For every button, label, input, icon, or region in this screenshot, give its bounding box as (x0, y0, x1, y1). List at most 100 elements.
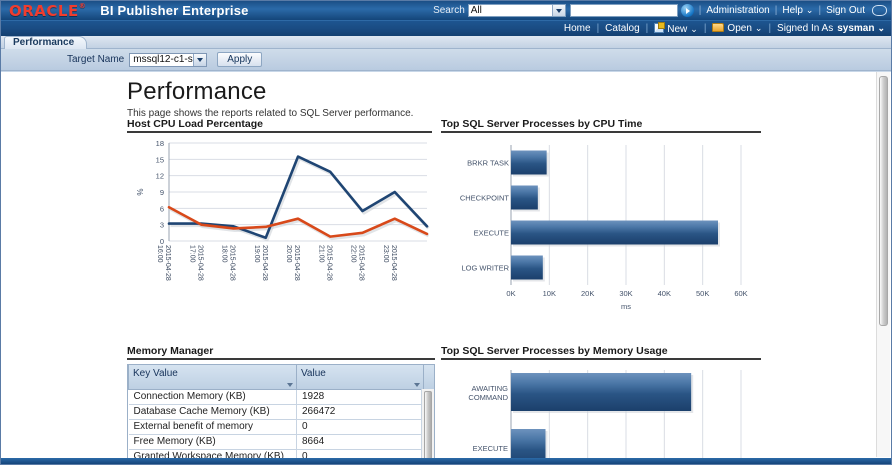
search-input[interactable] (569, 4, 678, 17)
new-document-icon (654, 21, 666, 33)
table-row[interactable]: Granted Workspace Memory (KB) 0 (128, 448, 434, 458)
bar-chart-cpu-svg: 0K 10K 20K 30K 40K 50K 60K BRKR TASK CHECKPOINT E… (460, 145, 748, 311)
feedback-icon[interactable] (872, 5, 887, 16)
cell-value: 8664 (296, 433, 424, 450)
svg-text:30K: 30K (619, 289, 632, 298)
top-tab-row: Performance (1, 36, 891, 49)
help-menu[interactable]: Help ⌄ (782, 5, 814, 16)
cell-key-value: Free Memory (KB) (128, 433, 297, 450)
svg-text:0K: 0K (506, 289, 515, 298)
cell-key-value: Connection Memory (KB) (128, 388, 297, 405)
open-menu[interactable]: Open ⌄ (712, 23, 762, 34)
tab-performance-top[interactable]: Performance (4, 36, 88, 49)
folder-icon (712, 23, 725, 32)
svg-text:16:00: 16:00 (156, 245, 163, 263)
oracle-logo: ORACLE® (9, 1, 87, 20)
svg-text:2015-04-28: 2015-04-28 (293, 245, 300, 281)
page-scrollbar[interactable] (876, 72, 890, 457)
catalog-link[interactable]: Catalog (605, 23, 640, 34)
window-status-bar (1, 458, 891, 464)
svg-text:19:00: 19:00 (253, 245, 260, 263)
svg-text:2015-04-28: 2015-04-28 (390, 245, 397, 281)
svg-text:10K: 10K (543, 289, 556, 298)
chart-host-cpu-load: 0 3 6 9 12 15 18% 2015-04-28 16:00 2015-04-28 17:0… (127, 133, 432, 293)
search-scope-select[interactable]: All (467, 4, 566, 17)
table-row[interactable]: External benefit of memory 0 (128, 418, 434, 435)
page-scrollbar-thumb[interactable] (879, 76, 888, 326)
panel-memory-manager: Memory Manager Key Value Value Connectio… (127, 345, 435, 458)
svg-text:BRKR TASK: BRKR TASK (467, 159, 509, 168)
page-title: Performance (127, 78, 267, 105)
signed-in-as-label: Signed In As (777, 23, 834, 34)
administration-link[interactable]: Administration (706, 5, 770, 16)
header-right-group: Search All | Administration | Help ⌄ | Si… (433, 1, 887, 20)
apply-button[interactable]: Apply (217, 52, 263, 67)
svg-text:40K: 40K (658, 289, 671, 298)
svg-text:18: 18 (156, 139, 164, 148)
svg-text:2015-04-28: 2015-04-28 (196, 245, 203, 281)
column-header-key-value[interactable]: Key Value (128, 365, 297, 390)
svg-text:60K: 60K (734, 289, 747, 298)
panel-title-host-cpu-load: Host CPU Load Percentage (127, 118, 432, 133)
table-row[interactable]: Free Memory (KB) 8664 (128, 433, 434, 450)
panel-title-memory-manager: Memory Manager (127, 345, 435, 360)
report-canvas: Performance This page shows the reports … (1, 72, 891, 458)
svg-text:AWAITING: AWAITING (471, 384, 508, 393)
sort-chevron-icon[interactable] (287, 382, 293, 387)
chevron-down-icon[interactable] (551, 5, 565, 16)
svg-text:2015-04-28: 2015-04-28 (229, 245, 236, 281)
panel-title-memory-usage: Top SQL Server Processes by Memory Usage (441, 345, 761, 360)
table-row[interactable]: Connection Memory (KB) 1928 (128, 388, 434, 405)
cell-value: 266472 (296, 403, 424, 420)
registered-mark: ® (78, 1, 87, 10)
svg-text:ms: ms (621, 302, 631, 311)
svg-text:20K: 20K (581, 289, 594, 298)
memory-manager-table: Key Value Value Connection Memory (KB) 19… (128, 365, 434, 458)
cell-value: 1928 (296, 388, 424, 405)
home-link[interactable]: Home (563, 23, 591, 34)
column-header-value[interactable]: Value (296, 365, 424, 390)
svg-text:2015-04-28: 2015-04-28 (261, 245, 268, 281)
page-subtitle: This page shows the reports related to S… (127, 108, 414, 119)
svg-text:CHECKPOINT: CHECKPOINT (460, 194, 510, 203)
cell-value: 0 (296, 418, 424, 435)
svg-text:15: 15 (156, 155, 164, 164)
svg-text:LOG WRITER: LOG WRITER (461, 264, 509, 273)
report-grid: Host CPU Load Percentage 0 3 6 9 12 15 18% 2015… (1, 118, 891, 458)
chart-cpu-time: 0K 10K 20K 30K 40K 50K 60K BRKR TASK CHECKPOINT E… (441, 133, 761, 328)
memory-manager-table-wrapper: Key Value Value Connection Memory (KB) 19… (127, 364, 435, 458)
panel-title-cpu-time: Top SQL Server Processes by CPU Time (441, 118, 761, 133)
table-row[interactable]: Database Cache Memory (KB) 266472 (128, 403, 434, 420)
table-scrollbar[interactable] (421, 389, 434, 458)
search-go-button[interactable] (680, 4, 694, 17)
svg-text:3: 3 (160, 221, 164, 230)
svg-text:22:00: 22:00 (350, 245, 357, 263)
svg-text:0: 0 (160, 237, 164, 246)
page-header: Performance This page shows the reports … (1, 72, 891, 119)
cell-key-value: Database Cache Memory (KB) (128, 403, 297, 420)
panel-host-cpu-load: Host CPU Load Percentage 0 3 6 9 12 15 18% 2015… (127, 118, 432, 293)
svg-text:20:00: 20:00 (285, 245, 292, 263)
cell-value: 0 (296, 448, 424, 458)
svg-text:18:00: 18:00 (221, 245, 228, 263)
cell-key-value: External benefit of memory (128, 418, 297, 435)
svg-text:23:00: 23:00 (382, 245, 389, 263)
table-header-row: Key Value Value (128, 365, 434, 390)
column-header-spacer (423, 365, 434, 390)
cell-key-value: Granted Workspace Memory (KB) (128, 448, 297, 458)
application-title: BI Publisher Enterprise (100, 3, 249, 18)
chevron-down-icon[interactable] (193, 53, 207, 66)
svg-text:9: 9 (160, 188, 164, 197)
svg-text:12: 12 (156, 172, 164, 181)
svg-text:2015-04-28: 2015-04-28 (164, 245, 171, 281)
sort-chevron-icon[interactable] (414, 382, 420, 387)
sign-out-link[interactable]: Sign Out (826, 5, 865, 16)
table-scrollbar-thumb[interactable] (424, 391, 432, 458)
new-menu[interactable]: New ⌄ (654, 21, 698, 35)
user-menu[interactable]: sysman ⌄ (837, 23, 885, 34)
svg-text:17:00: 17:00 (188, 245, 195, 263)
target-name-select[interactable]: mssql12-c1-sql (129, 52, 208, 67)
chart-memory-usage: AWAITING COMMAND EXECUTE (441, 360, 761, 458)
